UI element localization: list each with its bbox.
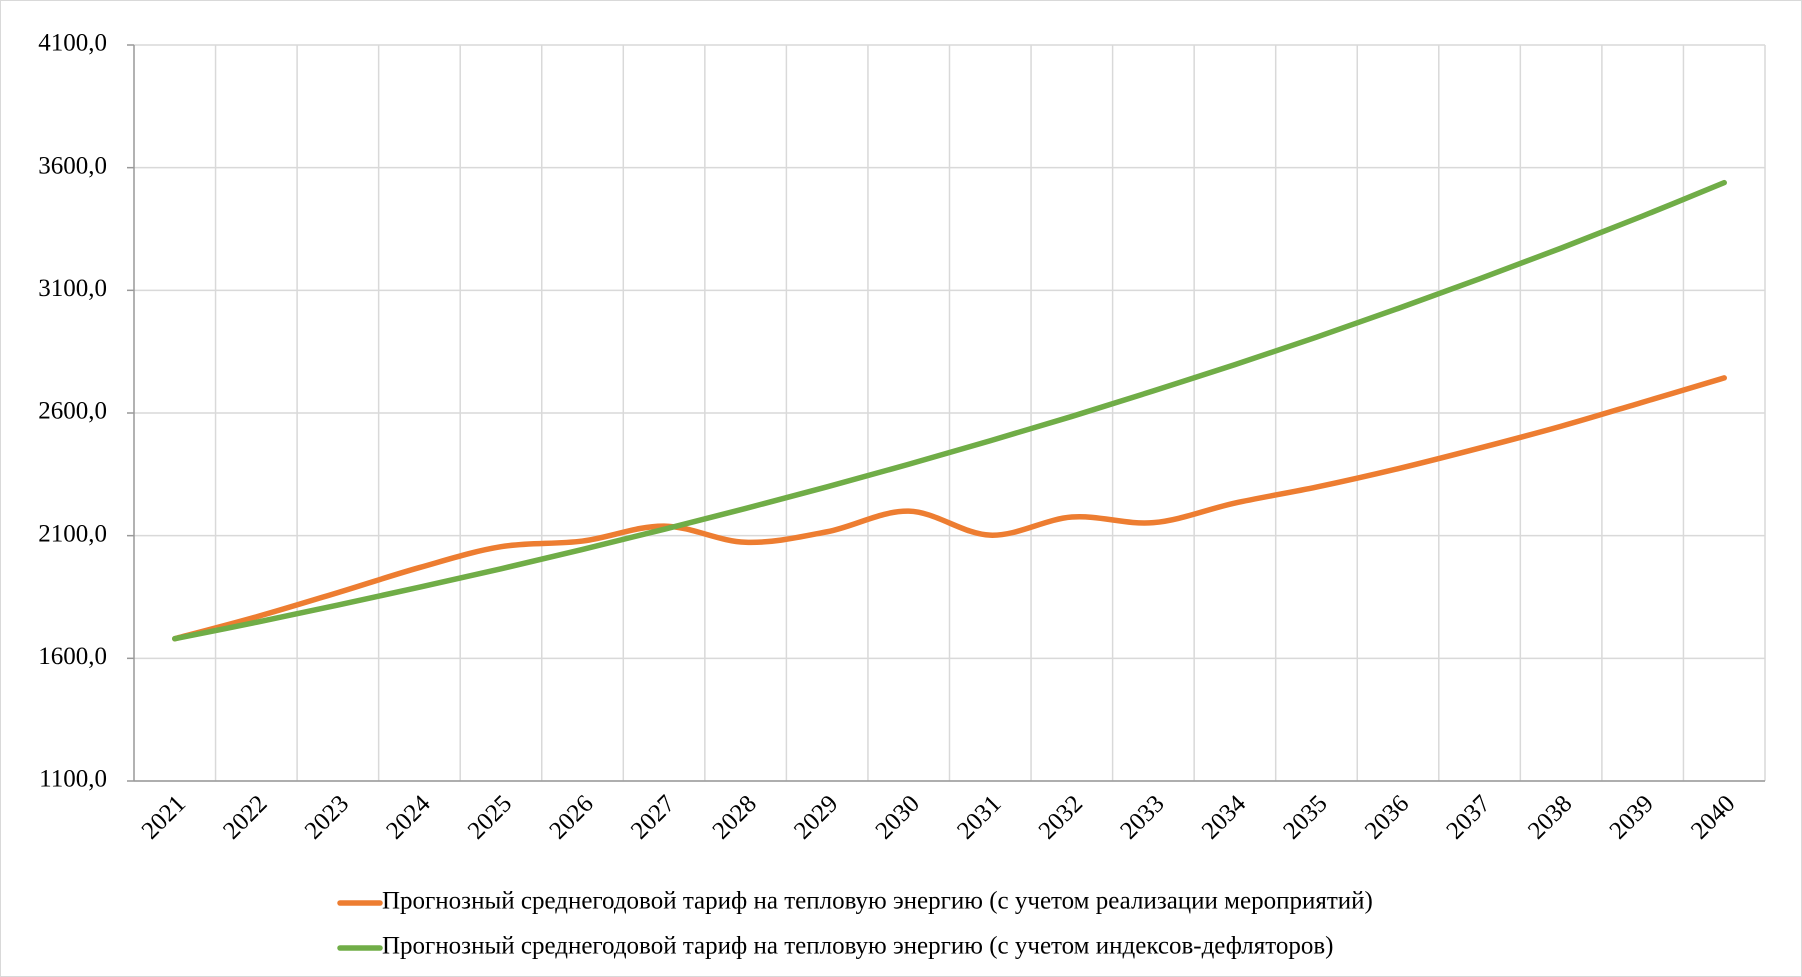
y-tick-label: 3600,0 (38, 152, 107, 179)
series-line (172, 375, 1727, 642)
y-tick-label: 1600,0 (38, 643, 107, 670)
y-tick-label: 2600,0 (38, 398, 107, 425)
y-tick-label: 4100,0 (38, 30, 107, 57)
legend-label: Прогнозный среднегодовой тариф на теплов… (382, 888, 1373, 915)
y-tick-label: 2100,0 (38, 520, 107, 547)
series-line (172, 179, 1727, 642)
legend-label: Прогнозный среднегодовой тариф на теплов… (382, 933, 1333, 960)
y-tick-label: 1100,0 (39, 766, 107, 793)
y-tick-label: 3100,0 (38, 275, 107, 302)
